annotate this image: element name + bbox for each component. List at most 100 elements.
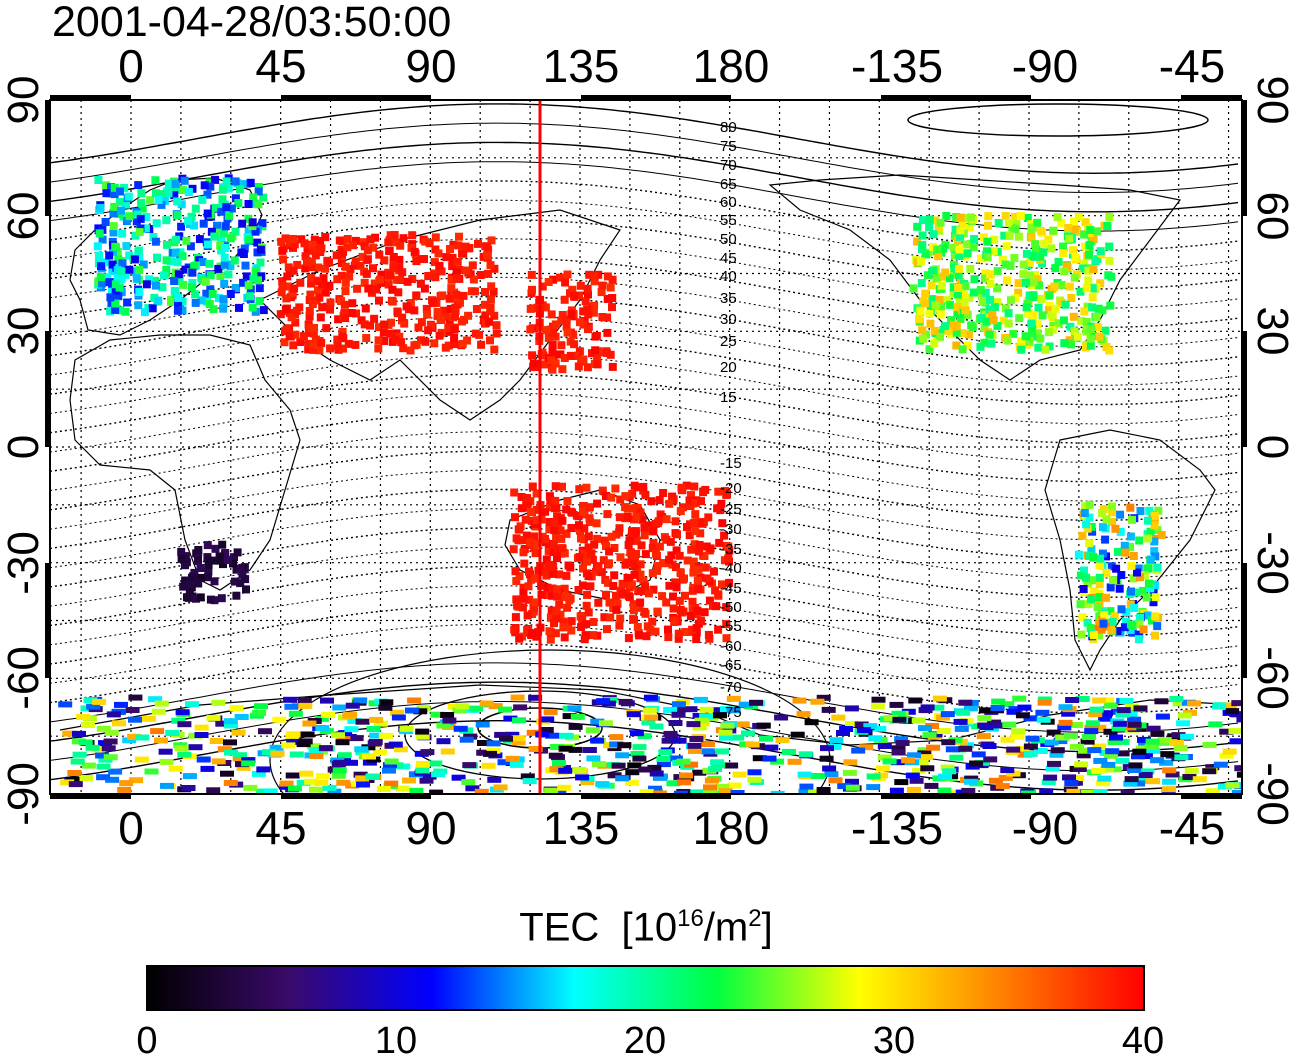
tec-cell [309, 345, 318, 354]
tec-cell [447, 284, 456, 293]
tec-cell [925, 345, 934, 354]
tec-cell [1241, 718, 1242, 724]
tec-cell [724, 542, 733, 551]
tec-cell [231, 729, 246, 736]
tec-cell [608, 362, 617, 371]
tec-cell [941, 268, 950, 277]
tec-cell [726, 695, 741, 702]
tec-cell [979, 724, 994, 730]
tec-cell [575, 318, 584, 327]
tec-cell [1062, 774, 1076, 781]
tec-cell [1153, 526, 1162, 534]
tec-cell [584, 290, 592, 299]
tec-cell [234, 714, 249, 720]
tec-cell [1137, 736, 1151, 743]
tec-cell [958, 329, 967, 338]
tec-cell [1037, 699, 1052, 706]
tec-cell [173, 306, 182, 315]
tec-cell [277, 288, 286, 297]
tec-cell [499, 735, 513, 742]
tec-cell [1202, 741, 1217, 748]
tec-cell [575, 774, 590, 781]
tec-cell [221, 549, 230, 557]
tec-cell [627, 762, 642, 769]
tec-cell [663, 730, 678, 737]
tec-cell [630, 615, 638, 624]
tec-cell [924, 782, 939, 789]
tec-cell [1145, 738, 1160, 745]
tec-cell [179, 280, 188, 289]
tec-cell [217, 746, 232, 753]
tec-cell [528, 746, 543, 752]
tec-cell [307, 743, 321, 750]
tec-cell [1023, 743, 1038, 750]
tec-cell [322, 784, 337, 791]
tec-cell [1146, 778, 1161, 785]
tec-cell [303, 258, 312, 267]
tec-cell [914, 759, 929, 766]
tec-cell [937, 302, 946, 311]
tec-cell [550, 526, 559, 535]
tec-cell [1025, 337, 1034, 346]
tec-cell [292, 306, 301, 315]
tec-cell [964, 775, 979, 782]
tec-cell [691, 527, 700, 536]
tec-cell [1087, 545, 1096, 554]
tec-cell [1044, 306, 1053, 315]
tec-cell [441, 343, 450, 352]
tec-cell [204, 240, 212, 249]
tec-cell [552, 614, 561, 623]
tec-cell [486, 303, 495, 312]
tec-cell [252, 710, 267, 716]
tec-cell [278, 277, 287, 286]
tec-cell [600, 536, 609, 545]
tec-cell [1128, 515, 1136, 524]
tec-cell [1093, 323, 1102, 332]
tec-cell [589, 618, 598, 626]
tec-cell [1078, 264, 1087, 273]
tec-cell [415, 733, 430, 740]
longitude-tick-label: -45 [1159, 40, 1225, 92]
tec-cell [1106, 583, 1115, 592]
tec-cell [1041, 345, 1050, 354]
tec-cell [369, 243, 378, 252]
tec-cell [235, 185, 244, 194]
tec-cell [722, 603, 731, 612]
tec-cell [796, 711, 811, 718]
tec-cell [559, 732, 574, 739]
tec-cell [590, 718, 605, 725]
tec-cell [119, 780, 134, 787]
tec-cell [116, 306, 124, 315]
tec-cell [930, 339, 939, 348]
contour-label: -65 [720, 657, 742, 674]
tec-cell [576, 281, 585, 290]
tec-cell [287, 313, 296, 322]
tec-cell [940, 711, 955, 718]
tec-cell [1001, 260, 1010, 269]
tec-cell [148, 696, 163, 703]
tec-cell [251, 267, 260, 276]
tec-cell [639, 789, 654, 794]
tec-cell [523, 494, 531, 502]
tec-cell [959, 290, 968, 299]
tec-cell [695, 541, 704, 549]
tec-cell [444, 323, 453, 332]
tec-cell [95, 752, 110, 759]
tec-cell [580, 549, 589, 558]
tec-cell [579, 507, 588, 516]
latitude-tick-label-left: 30 [0, 307, 48, 356]
tec-cell [1229, 738, 1242, 745]
tec-cell [1025, 735, 1040, 742]
tec-cell [1093, 789, 1108, 794]
tec-cell [203, 190, 212, 199]
tec-cell [591, 346, 600, 355]
tec-cell [1100, 611, 1109, 620]
tec-cell [714, 625, 723, 634]
tec-cell [1091, 257, 1100, 266]
tec-cell [671, 517, 680, 526]
tec-cell [1081, 343, 1090, 352]
tec-cell [362, 753, 376, 760]
tec-cell [279, 255, 288, 264]
tec-cell [1080, 566, 1088, 575]
tec-cell [175, 709, 190, 716]
